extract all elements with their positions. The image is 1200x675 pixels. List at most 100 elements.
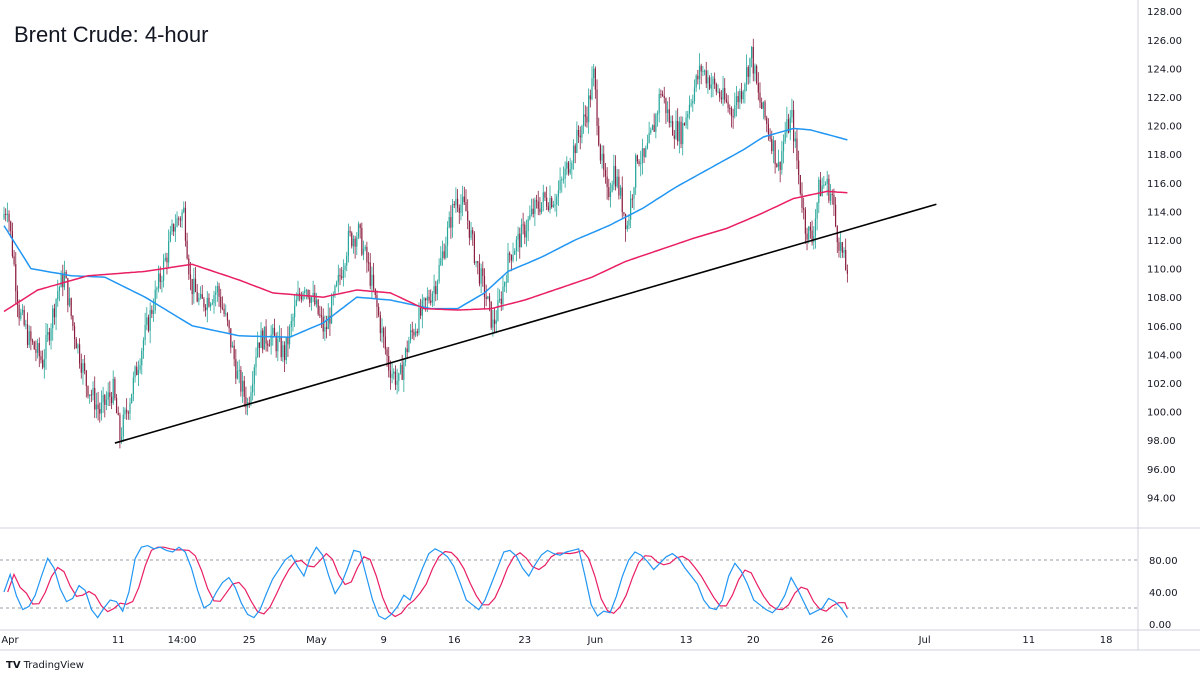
candle-body bbox=[668, 109, 670, 123]
candle-body bbox=[225, 313, 227, 315]
candle-body bbox=[401, 364, 403, 380]
candle-body bbox=[567, 162, 570, 174]
candle-body bbox=[267, 343, 269, 346]
candle-body bbox=[359, 224, 361, 228]
candle-body bbox=[146, 317, 148, 325]
candle-body bbox=[606, 176, 608, 188]
candle-body bbox=[616, 176, 618, 187]
candle-body bbox=[495, 320, 497, 324]
candle-body bbox=[821, 185, 823, 196]
candle-body bbox=[487, 296, 489, 299]
candle-body bbox=[203, 298, 205, 308]
sma-pink-line bbox=[3, 190, 848, 313]
candle-body bbox=[315, 299, 318, 305]
candle-body bbox=[109, 392, 111, 397]
candle-body bbox=[263, 326, 265, 350]
candle-body bbox=[507, 253, 509, 283]
candle-body bbox=[483, 275, 486, 297]
candle-body bbox=[45, 334, 47, 359]
candle-body bbox=[648, 132, 650, 144]
candle-body bbox=[122, 414, 124, 437]
candle-body bbox=[310, 296, 313, 303]
candle-body bbox=[199, 294, 202, 298]
candle-body bbox=[409, 330, 412, 341]
candle-body bbox=[416, 331, 418, 334]
candle-body bbox=[314, 292, 316, 305]
candle-body bbox=[742, 91, 744, 100]
candle-body bbox=[250, 392, 252, 404]
candle-body bbox=[178, 218, 180, 220]
candle-body bbox=[129, 402, 131, 414]
candle-body bbox=[460, 204, 462, 213]
candle-body bbox=[441, 251, 444, 259]
candle-body bbox=[307, 290, 309, 298]
candle-body bbox=[823, 184, 825, 186]
time-tick-label: 26 bbox=[821, 635, 834, 646]
candle-body bbox=[762, 101, 764, 109]
candle-body bbox=[169, 231, 171, 242]
candle-body bbox=[446, 227, 449, 246]
time-tick-label: Jul bbox=[918, 635, 931, 646]
time-tick-label: Jun bbox=[587, 635, 604, 646]
candle-body bbox=[337, 274, 339, 283]
candle-body bbox=[166, 257, 168, 263]
candle-body bbox=[478, 262, 481, 284]
candle-body bbox=[137, 370, 139, 376]
candle-body bbox=[347, 230, 349, 256]
candle-body bbox=[280, 336, 282, 358]
candle-body bbox=[425, 298, 427, 301]
candle-body bbox=[213, 294, 215, 304]
candle-body bbox=[628, 219, 630, 226]
candle-body bbox=[700, 65, 702, 72]
candle-body bbox=[527, 219, 529, 232]
candle-body bbox=[608, 187, 610, 198]
candle-body bbox=[20, 312, 22, 319]
candle-body bbox=[173, 223, 175, 232]
candle-body bbox=[423, 298, 425, 301]
candle-body bbox=[826, 178, 828, 184]
candle-body bbox=[100, 402, 103, 414]
candle-body bbox=[312, 292, 314, 297]
price-tick-label: 102.00 bbox=[1147, 379, 1182, 390]
candle-body bbox=[62, 273, 64, 288]
candle-body bbox=[557, 190, 559, 197]
candle-body bbox=[688, 104, 691, 115]
candle-body bbox=[6, 213, 8, 215]
candle-body bbox=[94, 387, 96, 410]
candle-body bbox=[57, 291, 59, 300]
candle-body bbox=[589, 95, 591, 100]
candle-body bbox=[712, 78, 714, 85]
candle-body bbox=[613, 165, 615, 185]
candle-body bbox=[223, 308, 225, 314]
candle-body bbox=[47, 332, 49, 335]
candle-body bbox=[719, 91, 721, 98]
candle-body bbox=[504, 282, 506, 287]
candle-body bbox=[824, 183, 827, 185]
candle-body bbox=[408, 340, 410, 353]
candle-body bbox=[336, 282, 338, 286]
candle-body bbox=[645, 148, 647, 157]
candle-body bbox=[304, 290, 306, 294]
candle-body bbox=[139, 365, 141, 371]
candle-body bbox=[3, 213, 5, 219]
candle-body bbox=[420, 308, 422, 316]
candle-body bbox=[322, 316, 324, 332]
candle-body bbox=[596, 89, 598, 126]
candle-body bbox=[510, 255, 512, 261]
candle-body bbox=[245, 396, 247, 408]
chart-title: Brent Crude: 4-hour bbox=[14, 22, 209, 47]
candle-body bbox=[744, 84, 746, 92]
candle-body bbox=[665, 97, 667, 114]
candle-body bbox=[816, 202, 818, 219]
candle-body bbox=[488, 296, 491, 302]
candle-body bbox=[233, 345, 235, 360]
candle-body bbox=[154, 289, 156, 311]
candle-body bbox=[663, 96, 665, 98]
candle-body bbox=[179, 219, 181, 221]
candle-body bbox=[258, 342, 260, 348]
candle-body bbox=[255, 356, 257, 368]
candle-body bbox=[331, 296, 333, 324]
candle-body bbox=[270, 334, 272, 346]
candle-body bbox=[730, 108, 733, 117]
candle-body bbox=[542, 192, 544, 203]
